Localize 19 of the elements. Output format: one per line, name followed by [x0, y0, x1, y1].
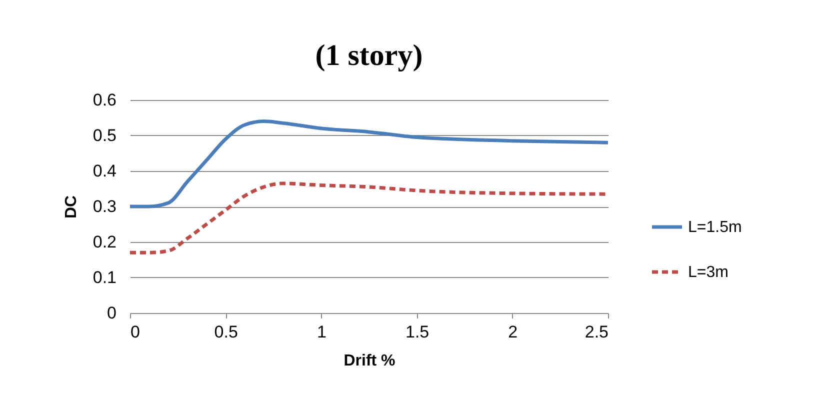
x-tick-label: 1.5 [405, 322, 430, 342]
y-tick-label: 0.4 [92, 162, 116, 180]
legend-label: L=1.5m [688, 219, 742, 236]
x-axis-title: Drift % [344, 352, 396, 370]
legend-label: L=3m [688, 264, 728, 281]
y-tick-label: 0.6 [92, 90, 116, 110]
x-tick-label: 2 [508, 322, 518, 342]
x-tick-label: 2.5 [584, 322, 608, 342]
x-tick-label: 1 [316, 322, 326, 342]
y-tick-label: 0.1 [92, 268, 116, 287]
y-tick-label: 0 [107, 304, 116, 322]
x-tick-label: 0 [130, 322, 140, 342]
chart-title: (1 story) [315, 39, 423, 72]
y-tick-label: 0.3 [92, 197, 116, 216]
x-tick-label: 0.5 [214, 322, 238, 342]
line-series [128, 120, 610, 208]
y-tick-label: 0.5 [92, 126, 116, 145]
y-axis-title: DC [62, 195, 80, 219]
y-tick-label: 0.2 [92, 232, 116, 252]
